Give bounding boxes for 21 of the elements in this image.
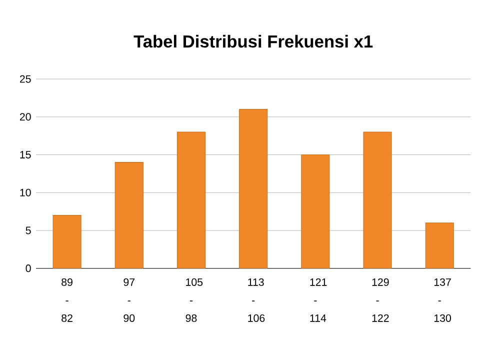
category-label: 137 - 130 [434, 278, 451, 322]
category-label: 113 - 106 [248, 278, 265, 322]
category-label: 97 - 90 [124, 278, 135, 322]
y-tick-label: 5 [26, 226, 31, 234]
bar [114, 162, 144, 268]
y-tick-label: 10 [20, 188, 31, 196]
y-tick-label: 20 [20, 113, 31, 121]
bar [239, 109, 268, 268]
category-label: 121 - 114 [310, 278, 327, 322]
y-tick-label: 25 [20, 75, 31, 83]
bar [52, 215, 82, 268]
chart-title: Tabel Distribusi Frekuensi x1 [134, 34, 373, 48]
category-label: 105 - 98 [186, 278, 203, 322]
category-label: 129 - 122 [372, 278, 389, 322]
bar [425, 222, 454, 268]
bar [176, 132, 206, 268]
y-tick-label: 0 [26, 264, 31, 272]
y-tick-label: 15 [20, 151, 31, 158]
bar [301, 154, 330, 268]
category-label: 89 - 82 [62, 278, 72, 322]
bar [363, 132, 392, 268]
